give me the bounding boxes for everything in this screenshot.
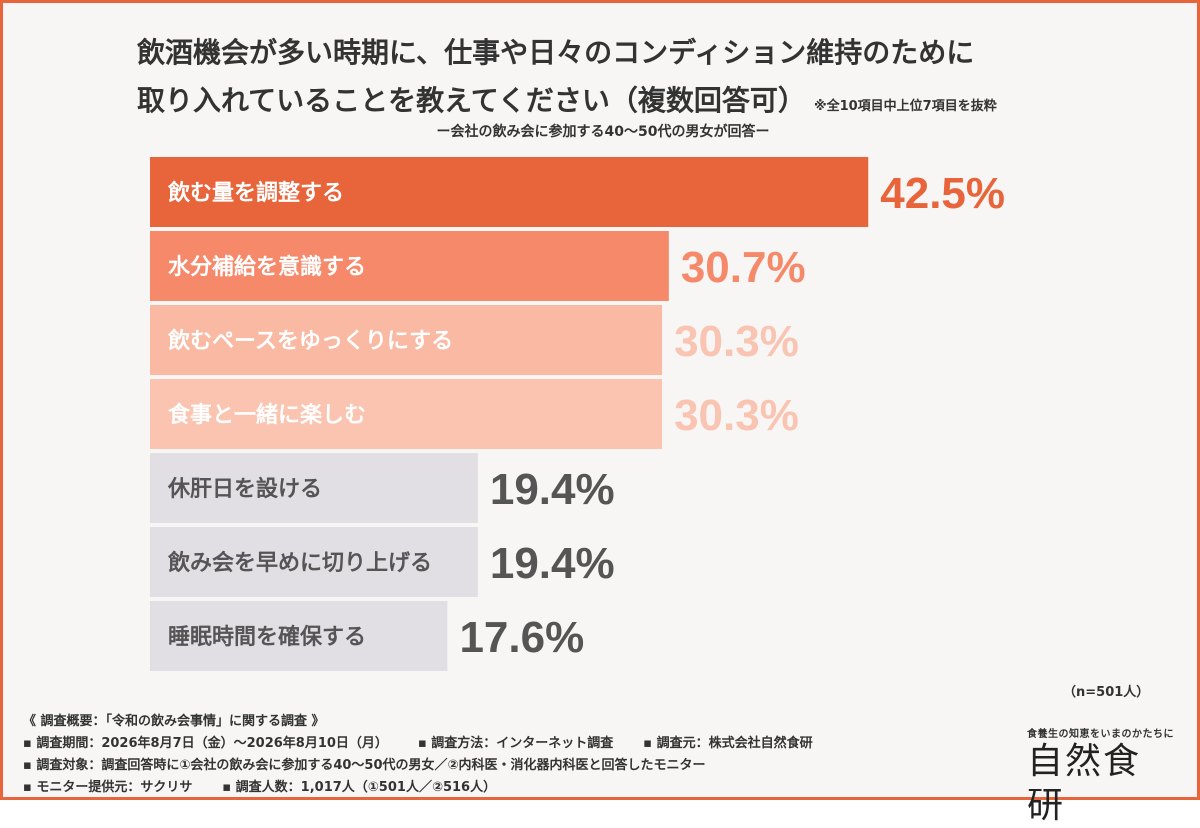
survey-count: ▪ 調査人数：1,017人（①501人／②516人） <box>222 780 497 795</box>
bar-7 <box>150 601 448 671</box>
bar-6 <box>150 527 478 597</box>
title-note: ※全10項目中上位7項目を抜粋 <box>813 99 997 114</box>
brand-logo: 食養生の知恵をいまのかたちに 自然食研 <box>1027 725 1177 828</box>
chart-title-line2: 取り入れていることを教えてください（複数回答可） <box>137 84 806 117</box>
value-label-1: 42.5% <box>880 169 1005 218</box>
survey-overview: 《 調査概要：「令和の飲み会事情」に関する調査 》 <box>23 714 325 729</box>
bar-1 <box>150 157 869 227</box>
bar-label-2: 水分補給を意識する <box>168 254 366 280</box>
bar-3 <box>150 305 663 375</box>
value-label-4: 30.3% <box>674 391 799 440</box>
survey-source: ▪ 調査元：株式会社自然食研 <box>643 736 813 751</box>
survey-method: ▪ 調査方法：インターネット調査 <box>417 736 614 751</box>
survey-footer: 《 調査概要：「令和の飲み会事情」に関する調査 》 ▪ 調査期間：2026年8月… <box>23 711 1003 799</box>
value-label-5: 19.4% <box>490 465 615 514</box>
bar-label-5: 休肝日を設ける <box>167 476 322 502</box>
bar-label-1: 飲む量を調整する <box>167 180 344 206</box>
chart-subtitle: ー会社の飲み会に参加する40〜50代の男女が回答ー <box>436 124 770 140</box>
survey-row-1: ▪ 調査期間：2026年8月7日（金）〜2026年8月10日（月） ▪ 調査方法：… <box>23 733 1003 755</box>
sample-size-label: （n=501人） <box>1063 685 1150 700</box>
bar-label-4: 食事と一緒に楽しむ <box>168 402 366 428</box>
bar-label-3: 飲むペースをゆっくりにする <box>167 328 453 354</box>
bar-label-6: 飲み会を早めに切り上げる <box>167 550 432 576</box>
survey-target: ▪ 調査対象：調査回答時に①会社の飲み会に参加する40〜50代の男女／②内科医・… <box>23 758 706 773</box>
chart-title-line1: 飲酒機会が多い時期に、仕事や日々のコンディション維持のために <box>137 36 975 69</box>
bar-4 <box>150 379 663 449</box>
value-label-7: 17.6% <box>459 613 584 662</box>
value-label-6: 19.4% <box>490 539 615 588</box>
bar-5 <box>150 453 478 523</box>
brand-name: 自然食研 <box>1027 741 1142 826</box>
bar-2 <box>150 231 669 301</box>
survey-provider: ▪ モニター提供元：サクリサ <box>23 780 193 795</box>
chart-title: 飲酒機会が多い時期に、仕事や日々のコンディション維持のために 取り入れていること… <box>137 29 1137 131</box>
bar-label-7: 睡眠時間を確保する <box>168 624 366 650</box>
value-label-3: 30.3% <box>674 317 799 366</box>
survey-row-3: ▪ モニター提供元：サクリサ ▪ 調査人数：1,017人（①501人／②516人） <box>23 777 1003 799</box>
brand-tagline: 食養生の知恵をいまのかたちに <box>1027 729 1174 740</box>
bar-chart: 飲む量を調整する 42.5% 水分補給を意識する 30.7% 飲むペースをゆっくりにする… <box>150 157 1005 671</box>
survey-period: ▪ 調査期間：2026年8月7日（金）〜2026年8月10日（月） <box>23 736 388 751</box>
value-label-2: 30.7% <box>681 243 806 292</box>
